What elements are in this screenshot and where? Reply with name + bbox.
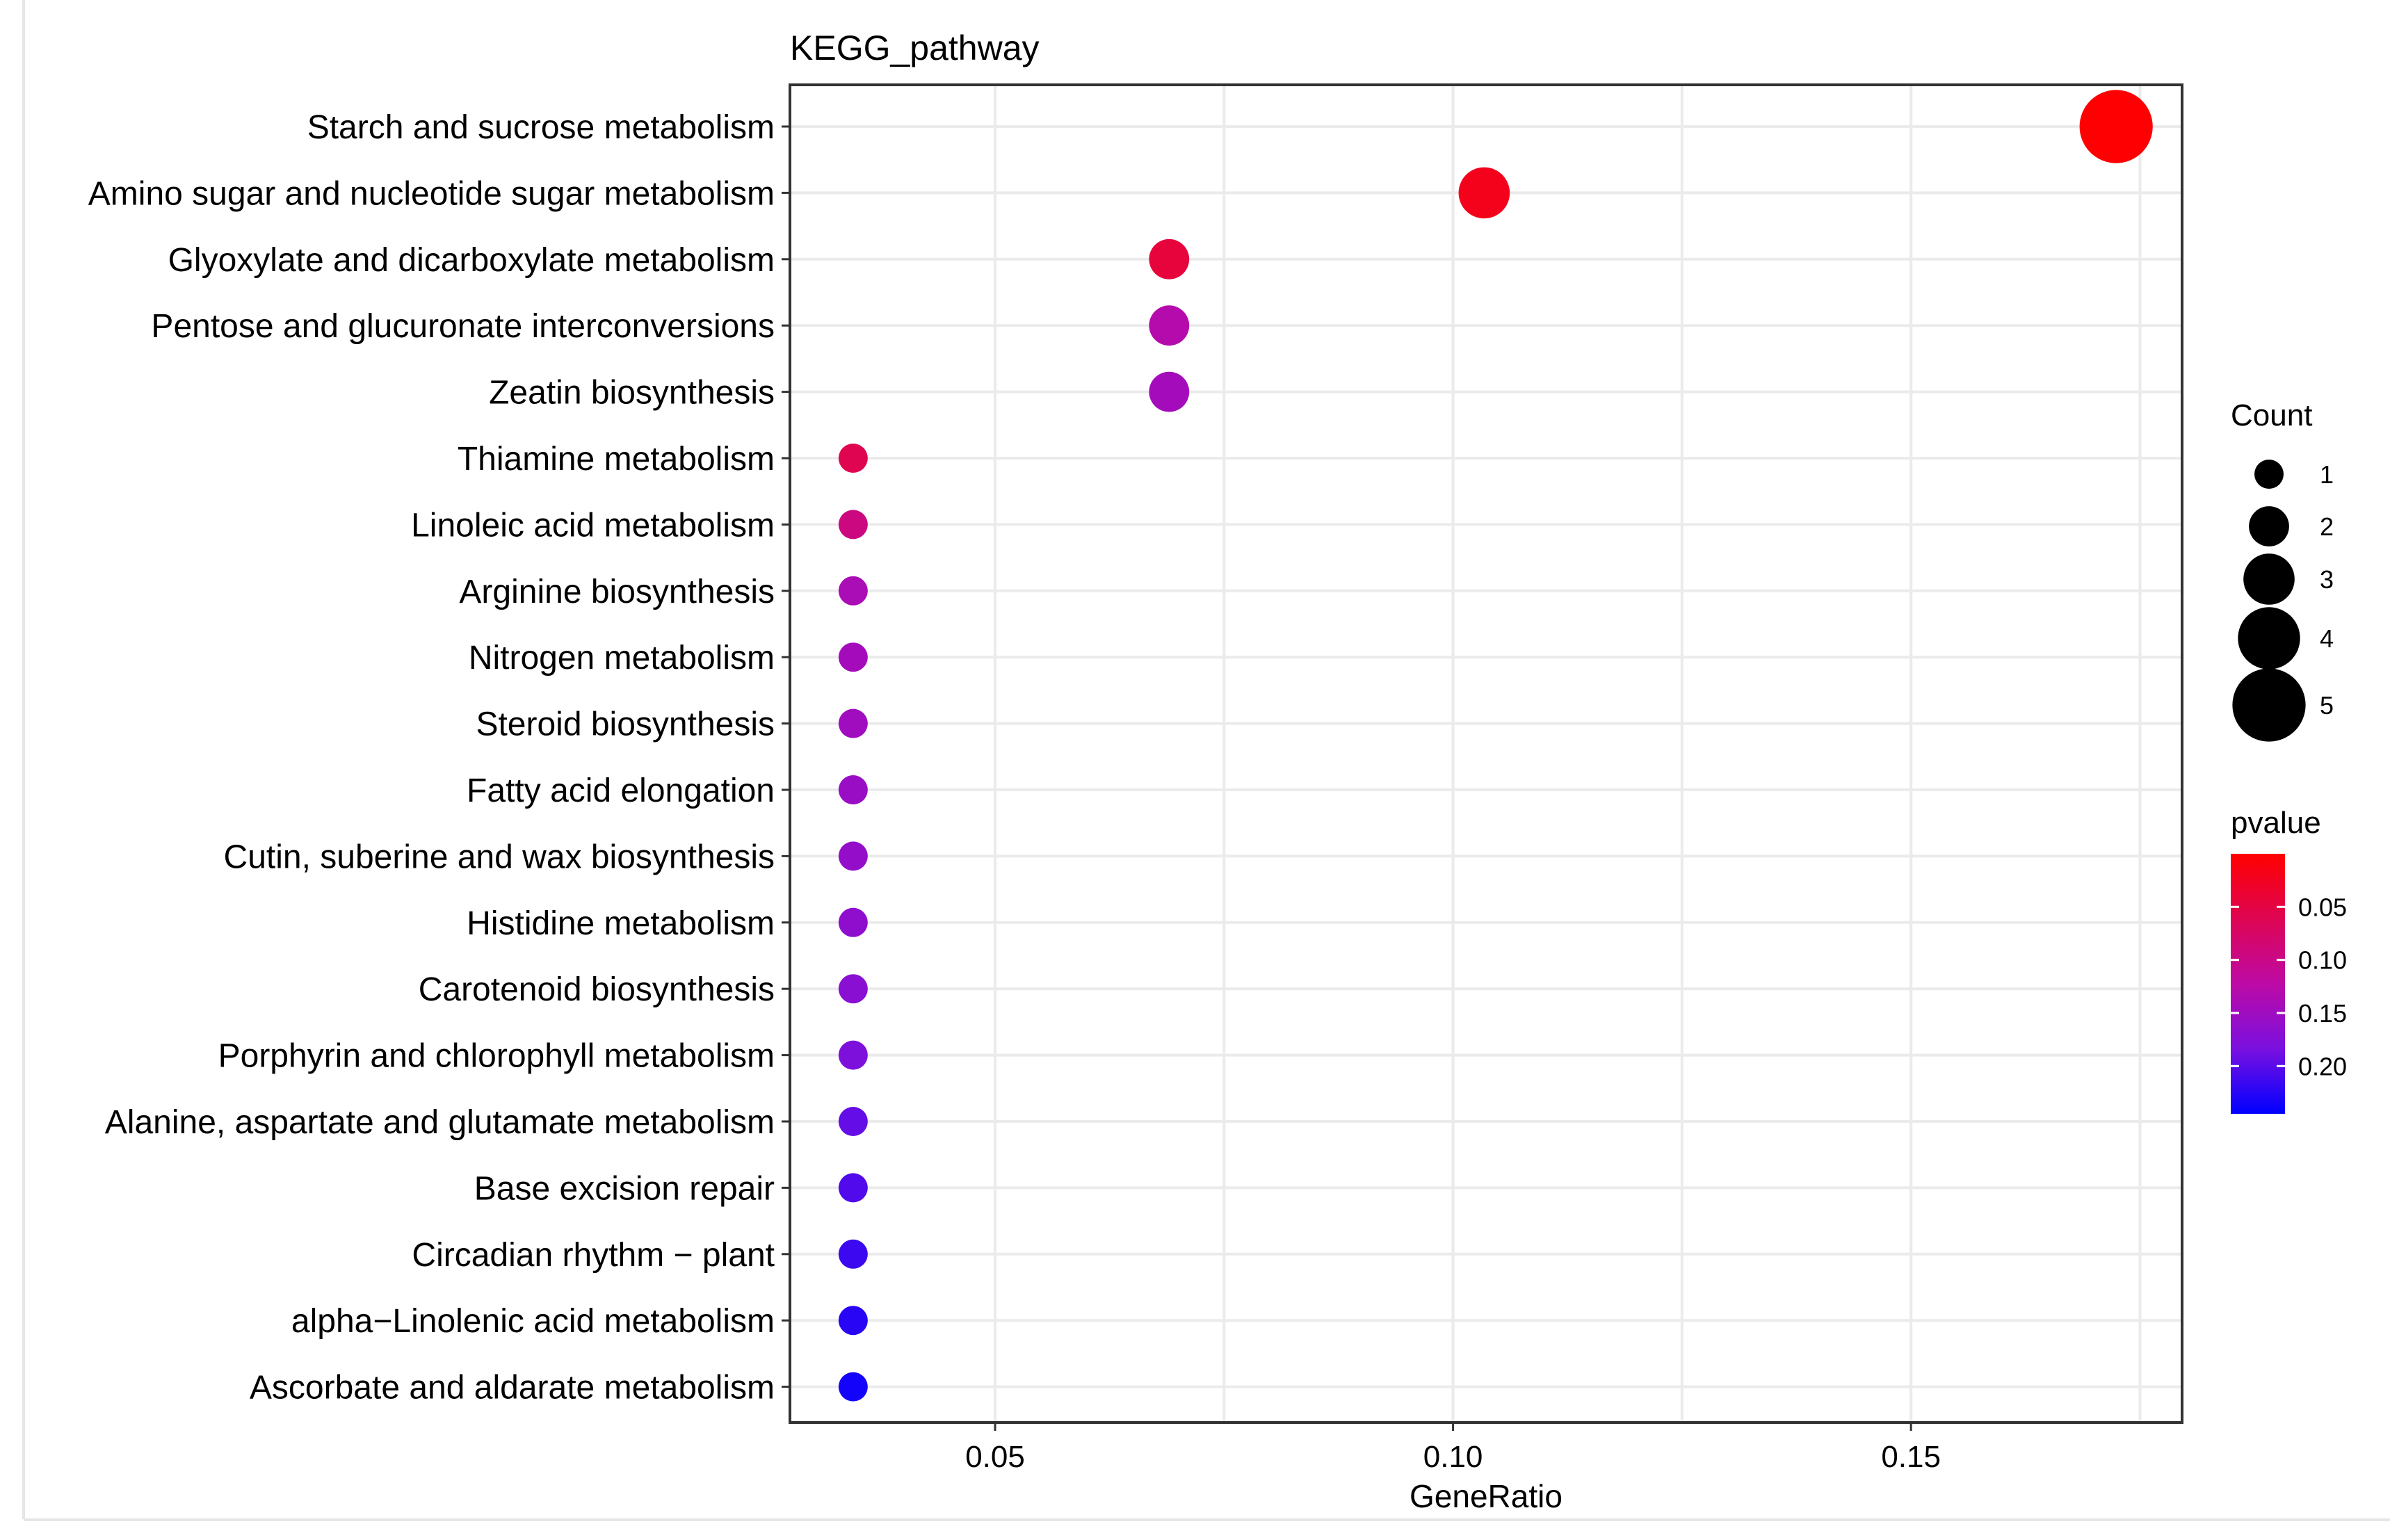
y-tick-label: Histidine metabolism xyxy=(467,905,775,942)
data-point xyxy=(838,841,868,871)
y-tick-label: Thiamine metabolism xyxy=(458,441,775,478)
y-tick-label: Arginine biosynthesis xyxy=(459,574,775,610)
colorbar-tick-label: 0.10 xyxy=(2298,946,2347,975)
count-legend-label: 3 xyxy=(2320,565,2334,594)
data-point xyxy=(838,775,868,804)
data-point xyxy=(838,1173,868,1203)
y-tick-label: Pentose and glucuronate interconversions xyxy=(151,308,775,345)
plot-border xyxy=(789,83,2183,1424)
y-tick-label: Porphyrin and chlorophyll metabolism xyxy=(218,1038,775,1075)
count-legend-label: 4 xyxy=(2320,624,2334,653)
x-tick-label: 0.10 xyxy=(1423,1440,1483,1474)
pvalue-legend: pvalue 0.05 0.10 0.15 0.20 xyxy=(2231,806,2347,1114)
data-point xyxy=(1149,238,1190,279)
y-tick-label: Alanine, aspartate and glutamate metabol… xyxy=(105,1104,775,1141)
y-tick-label: Starch and sucrose metabolism xyxy=(307,109,775,146)
count-legend-key xyxy=(2238,607,2300,670)
count-legend-title: Count xyxy=(2231,398,2312,432)
data-point xyxy=(838,642,868,672)
data-point xyxy=(838,1239,868,1269)
data-point xyxy=(838,576,868,606)
y-tick-label: Amino sugar and nucleotide sugar metabol… xyxy=(88,175,775,212)
colorbar-tick-label: 0.20 xyxy=(2298,1052,2347,1080)
count-legend-label: 2 xyxy=(2320,512,2334,541)
count-legend: Count 1 2 3 4 5 xyxy=(2231,398,2334,742)
count-legend-key xyxy=(2243,553,2295,605)
y-tick-label: Nitrogen metabolism xyxy=(469,640,775,676)
pvalue-colorbar xyxy=(2231,854,2285,1114)
data-point xyxy=(838,510,868,540)
data-point xyxy=(838,974,868,1004)
y-tick-label: Cutin, suberine and wax biosynthesis xyxy=(224,838,775,875)
data-point xyxy=(2079,90,2153,163)
data-point xyxy=(1149,305,1190,346)
y-tick-label: Zeatin biosynthesis xyxy=(489,375,775,412)
colorbar-tick-label: 0.05 xyxy=(2298,893,2347,921)
y-tick-label: Steroid biosynthesis xyxy=(476,706,775,743)
count-legend-key xyxy=(2254,460,2284,489)
data-point xyxy=(1149,371,1190,412)
data-point xyxy=(1458,167,1510,219)
chart-title: KEGG_pathway xyxy=(790,29,1040,67)
data-point xyxy=(838,1372,868,1402)
y-tick-label: Glyoxylate and dicarboxylate metabolism xyxy=(168,242,775,279)
count-legend-label: 1 xyxy=(2320,460,2334,489)
colorbar-tick-label: 0.15 xyxy=(2298,999,2347,1028)
data-point xyxy=(838,1040,868,1070)
x-tick-label: 0.15 xyxy=(1881,1440,1941,1474)
y-tick-label: Ascorbate and aldarate metabolism xyxy=(250,1370,775,1407)
data-point xyxy=(838,907,868,937)
x-tick-label: 0.05 xyxy=(965,1440,1025,1474)
x-axis-title: GeneRatio xyxy=(1410,1478,1563,1514)
y-tick-label: Base excision repair xyxy=(474,1170,775,1207)
data-points xyxy=(838,90,2153,1402)
data-point xyxy=(838,708,868,738)
data-point xyxy=(838,1306,868,1336)
plot-panel xyxy=(790,85,2182,1423)
count-legend-key xyxy=(2249,506,2289,546)
data-point xyxy=(838,444,868,473)
count-legend-label: 5 xyxy=(2320,691,2334,720)
y-tick-label: Carotenoid biosynthesis xyxy=(419,971,775,1008)
y-tick-label: Fatty acid elongation xyxy=(467,772,775,809)
y-tick-label: Circadian rhythm − plant xyxy=(412,1237,775,1274)
pvalue-legend-title: pvalue xyxy=(2231,806,2321,840)
y-axis: Starch and sucrose metabolism Amino sugar… xyxy=(88,109,790,1407)
x-axis: 0.05 0.10 0.15 xyxy=(965,1423,1941,1474)
data-point xyxy=(838,1107,868,1136)
count-legend-key xyxy=(2232,668,2306,742)
y-tick-label: alpha−Linolenic acid metabolism xyxy=(291,1303,775,1340)
y-tick-label: Linoleic acid metabolism xyxy=(411,507,775,544)
